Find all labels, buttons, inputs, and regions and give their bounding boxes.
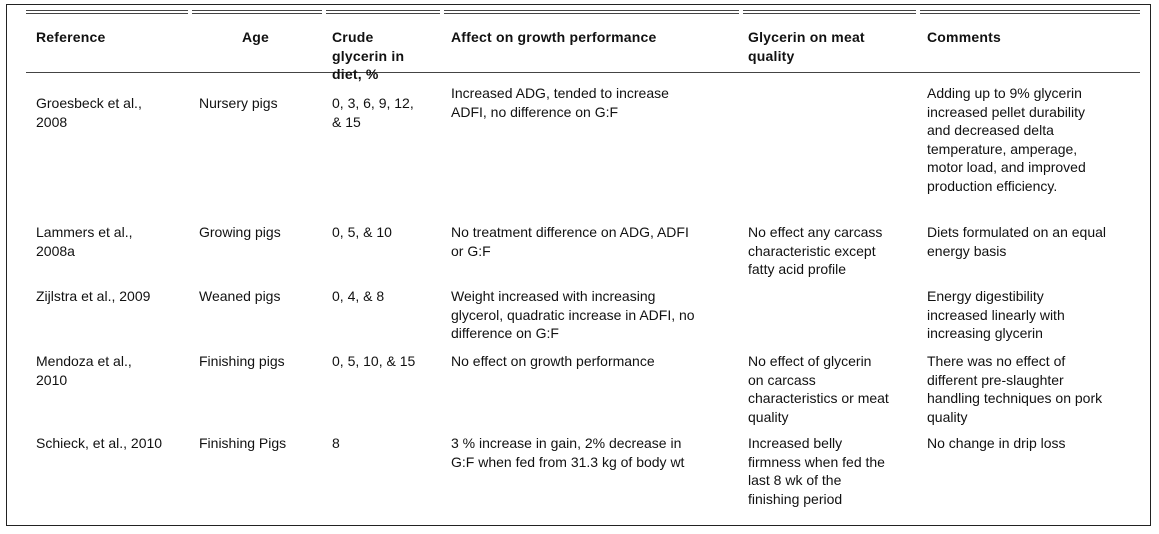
top-rule bbox=[444, 10, 739, 14]
header-reference: Reference bbox=[36, 29, 106, 45]
table-cell-growth: Increased ADG, tended to increase ADFI, … bbox=[451, 85, 669, 120]
table-cell-age: Finishing Pigs bbox=[199, 435, 287, 451]
table-cell-reference: Lammers et al., 2008a bbox=[36, 224, 133, 259]
top-rule bbox=[920, 10, 1140, 14]
table-cell-glycerin: 0, 5, & 10 bbox=[332, 224, 392, 240]
table-cell-glycerin: 8 bbox=[332, 435, 340, 451]
table-cell-meat: No effect any carcass characteristic exc… bbox=[748, 224, 883, 277]
header-growth-performance: Affect on growth performance bbox=[451, 29, 657, 45]
table-cell-comments: There was no effect of different pre-sla… bbox=[927, 353, 1103, 425]
table-cell-glycerin: 0, 4, & 8 bbox=[332, 288, 385, 304]
table-cell-growth: No treatment difference on ADG, ADFI or … bbox=[451, 224, 689, 259]
table-cell-meat: Increased belly firmness when fed the la… bbox=[748, 435, 885, 507]
table-cell-growth: Weight increased with increasing glycero… bbox=[451, 288, 695, 341]
table-cell-age: Nursery pigs bbox=[199, 95, 278, 111]
table-cell-meat: No effect of glycerin on carcass charact… bbox=[748, 353, 889, 425]
table-cell-comments: Diets formulated on an equal energy basi… bbox=[927, 224, 1106, 259]
table-cell-growth: No effect on growth performance bbox=[451, 353, 655, 369]
top-rule bbox=[192, 10, 322, 14]
header-age: Age bbox=[242, 29, 270, 45]
top-rule bbox=[26, 10, 188, 14]
table-cell-reference: Schieck, et al., 2010 bbox=[36, 435, 163, 451]
table-frame bbox=[6, 4, 1151, 526]
table-cell-glycerin: 0, 5, 10, & 15 bbox=[332, 353, 416, 369]
table-cell-comments: Adding up to 9% glycerin increased pelle… bbox=[927, 85, 1086, 194]
table-cell-reference: Mendoza et al., 2010 bbox=[36, 353, 132, 388]
table-cell-age: Finishing pigs bbox=[199, 353, 285, 369]
table-cell-comments: Energy digestibility increased linearly … bbox=[927, 288, 1065, 341]
table-cell-age: Weaned pigs bbox=[199, 288, 281, 304]
table-cell-comments: No change in drip loss bbox=[927, 435, 1066, 451]
top-rule bbox=[743, 10, 916, 14]
table-cell-age: Growing pigs bbox=[199, 224, 281, 240]
top-rule bbox=[326, 10, 440, 14]
header-comments: Comments bbox=[927, 29, 1001, 45]
header-rule bbox=[26, 72, 1140, 73]
table-cell-reference: Groesbeck et al., 2008 bbox=[36, 95, 142, 130]
table-cell-growth: 3 % increase in gain, 2% decrease in G:F… bbox=[451, 435, 685, 470]
header-crude-glycerin: Crude glycerin in diet, % bbox=[332, 29, 405, 82]
table-cell-glycerin: 0, 3, 6, 9, 12, & 15 bbox=[332, 95, 414, 130]
table-cell-reference: Zijlstra et al., 2009 bbox=[36, 288, 151, 304]
header-meat-quality: Glycerin on meat quality bbox=[748, 29, 865, 64]
